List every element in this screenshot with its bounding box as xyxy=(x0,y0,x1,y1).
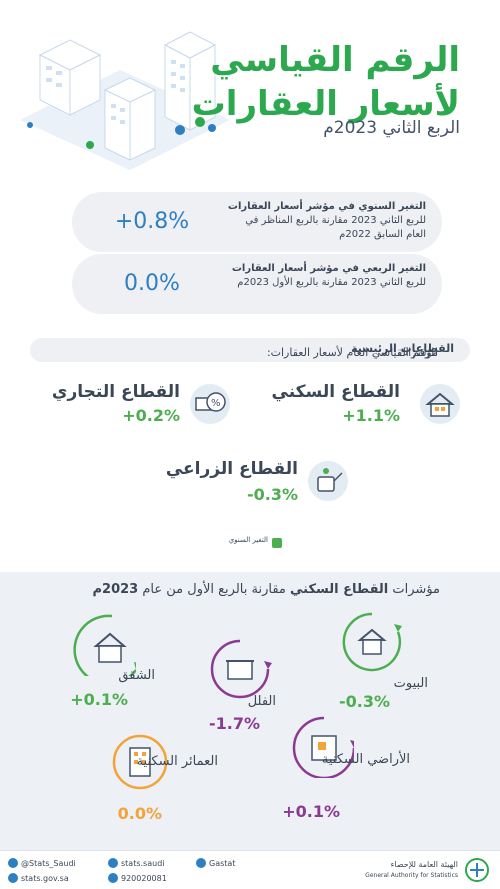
annual-change-value: +0.8% xyxy=(114,209,190,234)
residential-heading: مؤشرات القطاع السكني مقارنة بالربع الأول… xyxy=(92,582,440,597)
lands-ring xyxy=(292,716,354,778)
sector-commercial-value: +0.2% xyxy=(122,406,180,425)
title-line-1: الرقم القياسي xyxy=(210,40,460,80)
linkedin-link[interactable]: Gastat xyxy=(196,858,235,868)
buildings-illustration xyxy=(20,31,230,170)
twitter-link[interactable]: @Stats_Saudi xyxy=(8,858,76,868)
legend: التغير السنوي xyxy=(222,536,282,550)
period-subtitle: الربع الثاني 2023م xyxy=(323,118,460,138)
social-link[interactable]: stats.saudi xyxy=(108,858,165,868)
quarterly-change-value: 0.0% xyxy=(124,271,180,296)
residential-buildings-value: 0.0% xyxy=(117,804,162,823)
phone-link[interactable]: 920020081 xyxy=(108,873,167,883)
sector-residential-value: +1.1% xyxy=(342,406,400,425)
globe-icon xyxy=(8,873,18,883)
houses-label: البيوت xyxy=(393,676,428,691)
residential-section: مؤشرات القطاع السكني مقارنة بالربع الأول… xyxy=(0,572,500,850)
villas-value: -1.7% xyxy=(208,714,260,733)
annual-change-description: التغير السنوي في مؤشر أسعار العقارات للر… xyxy=(227,201,426,240)
residential-buildings-label: العمائر السكنية xyxy=(136,754,218,769)
apartments-value: +0.1% xyxy=(70,690,128,709)
apartments-label: الشقق xyxy=(118,668,155,683)
houses-ring xyxy=(342,612,402,672)
gastat-logo-icon xyxy=(465,858,489,882)
sector-commercial: القطاع التجاري +0.2% % xyxy=(30,378,250,428)
watering-can-icon xyxy=(308,461,348,501)
legend-swatch xyxy=(272,538,282,548)
linkedin-icon xyxy=(196,858,206,868)
twitter-icon xyxy=(8,858,18,868)
sectors-heading: مؤشرات القطاعات الرئيسية للرقم القياسي ا… xyxy=(30,338,470,362)
legend-label: التغير السنوي xyxy=(228,536,268,544)
svg-text:%: % xyxy=(211,398,221,409)
apartments-ring xyxy=(73,614,136,676)
instagram-icon xyxy=(108,858,118,868)
lands-label: الأراضي السكنية xyxy=(321,752,410,767)
annual-change-card: التغير السنوي في مؤشر أسعار العقارات للر… xyxy=(72,192,442,252)
website-link[interactable]: stats.gov.sa xyxy=(8,873,69,883)
phone-icon xyxy=(108,873,118,883)
quarterly-change-description: التغير الربعي في مؤشر أسعار العقارات للر… xyxy=(231,263,426,288)
sector-agricultural-name: القطاع الزراعي xyxy=(165,459,298,479)
sector-agricultural-value: -0.3% xyxy=(246,485,298,504)
money-percent-icon: % xyxy=(190,384,230,424)
sector-agricultural: القطاع الزراعي -0.3% xyxy=(140,455,360,505)
lands-value: +0.1% xyxy=(282,802,340,821)
page-title: الرقم القياسي لأسعار العقارات xyxy=(192,38,460,126)
footer: @Stats_Saudi stats.gov.sa stats.saudi 92… xyxy=(0,850,500,889)
villas-ring xyxy=(210,639,272,699)
sector-residential: القطاع السكني +1.1% xyxy=(250,378,470,428)
organization-name: الهيئة العامة للإحصاء General Authority … xyxy=(365,860,458,879)
villas-label: الفلل xyxy=(247,694,276,709)
sector-commercial-name: القطاع التجاري xyxy=(51,382,180,402)
buildings-ring xyxy=(112,734,168,790)
house-icon xyxy=(420,384,460,424)
houses-value: -0.3% xyxy=(338,692,390,711)
sector-residential-name: القطاع السكني xyxy=(271,382,400,402)
title-line-2: لأسعار العقارات xyxy=(191,84,460,124)
quarterly-change-card: التغير الربعي في مؤشر أسعار العقارات للر… xyxy=(72,254,442,314)
